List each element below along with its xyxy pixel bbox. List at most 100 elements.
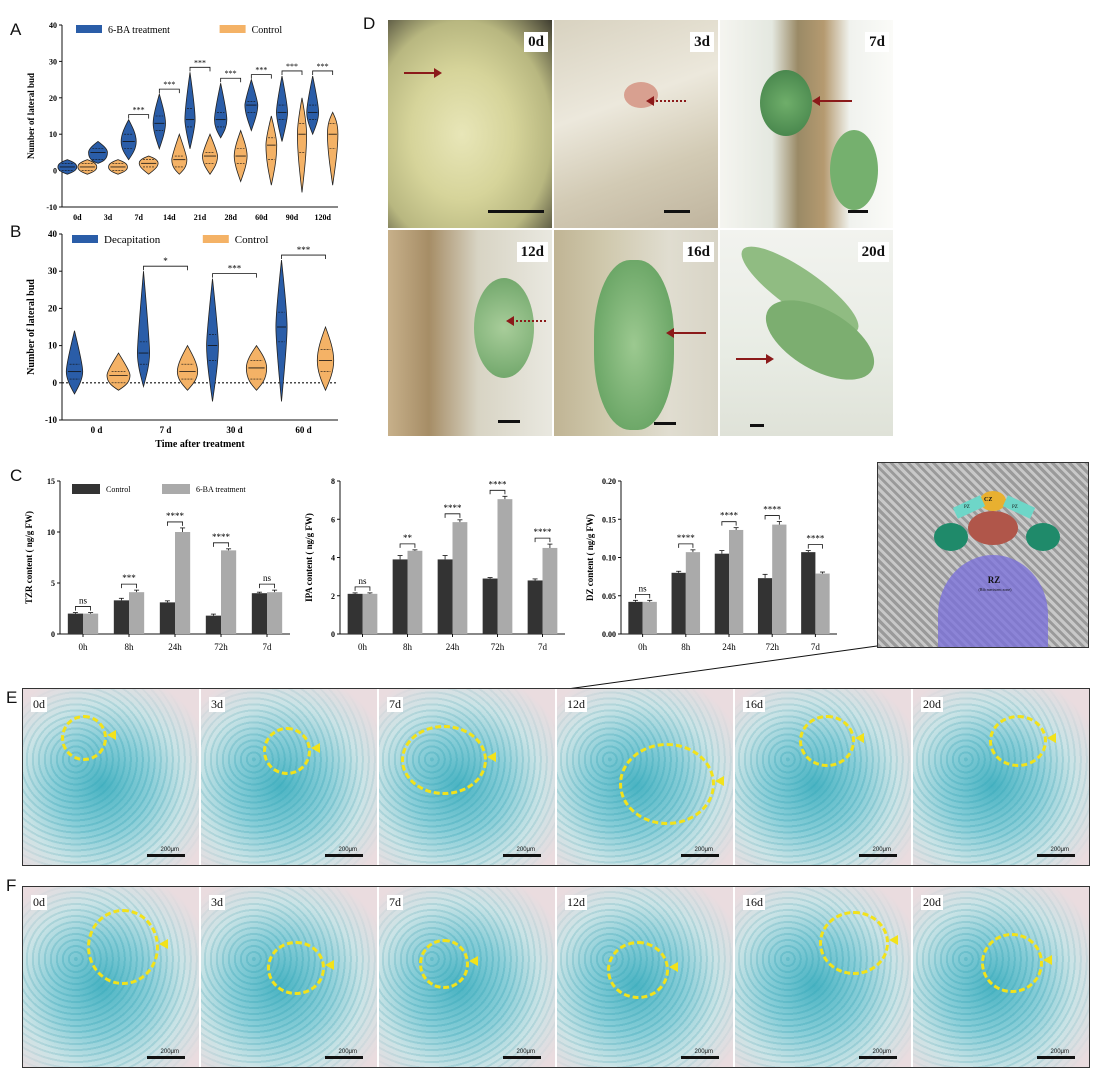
significance-label: ***: [286, 62, 298, 71]
legend-label: Control: [106, 485, 131, 494]
section-day-label: 20d: [921, 697, 943, 712]
bar-control: [437, 559, 453, 634]
significance-bracket: [312, 70, 334, 75]
photo-grid-d: 0d 3d 7d 12d 16d 20d: [388, 20, 893, 436]
photo-d-7d: 7d: [720, 20, 893, 228]
arrowhead-icon: [1043, 955, 1052, 965]
scale-bar-label: 200μm: [516, 847, 535, 853]
x-tick-label: 0h: [79, 642, 89, 652]
y-tick-label: 0.10: [602, 554, 616, 563]
meristem-circle: [819, 911, 889, 975]
section-day-label: 7d: [387, 895, 403, 910]
meristem-circle: [267, 941, 325, 995]
photo-label: 16d: [682, 242, 714, 262]
scale-bar: [681, 1056, 719, 1059]
violin-control: [265, 115, 278, 186]
leaf-primordium-right: [1026, 523, 1060, 551]
central-zone: [980, 491, 1006, 511]
bar-control: [482, 578, 498, 634]
significance-label: ***: [297, 245, 311, 255]
significance-bracket: [354, 586, 371, 591]
significance-label: ****: [444, 503, 463, 513]
x-tick-label: 7d: [134, 213, 143, 222]
violin-treatment: [137, 271, 150, 389]
y-tick-label: -10: [46, 203, 57, 212]
section-day-label: 16d: [743, 895, 765, 910]
violin-control: [316, 325, 335, 392]
y-tick-label: -10: [45, 415, 57, 425]
photo-label: 3d: [690, 32, 714, 52]
x-tick-label: 8h: [125, 642, 135, 652]
x-tick-label: 8h: [681, 642, 691, 652]
y-axis-label: Number of lateral bud: [26, 279, 37, 375]
bar-treatment: [83, 613, 99, 634]
significance-bracket: [212, 273, 257, 278]
bar-control: [801, 552, 816, 634]
legend-swatch: [76, 25, 102, 33]
significance-bracket: [250, 74, 272, 79]
bar-chart-ipa: 0 2 4 6 8 IPA content ( ng/g FW) 0h ns 8h ** 24h **…: [304, 477, 565, 652]
section-day-label: 0d: [31, 895, 47, 910]
section-row-e: 0d 200μm 3d 200μm 7d 200μm 12d 200μm 16d 200μm 20d…: [22, 688, 1090, 866]
legend-swatch: [72, 484, 100, 494]
x-tick-label: 7d: [263, 642, 273, 652]
section-day-label: 16d: [743, 697, 765, 712]
photo-d-12d: 12d: [388, 230, 552, 436]
x-tick-label: 28d: [224, 213, 237, 222]
connector-line: [559, 645, 878, 691]
y-tick-label: 0.15: [602, 515, 616, 524]
meristem-circle: [607, 941, 669, 999]
f-section-7d: 7d 200μm: [379, 887, 555, 1067]
scale-bar: [859, 1056, 897, 1059]
rz-label: RZ: [987, 575, 1001, 585]
x-tick-label: 8h: [403, 642, 413, 652]
photo-label: 0d: [524, 32, 548, 52]
meristem-circle: [981, 933, 1043, 993]
bar-treatment: [267, 592, 283, 634]
x-tick-label: 7d: [811, 642, 821, 652]
leaf-primordium-left: [934, 523, 968, 551]
legend-label: 6-BA treatment: [196, 485, 246, 494]
legend-swatch: [162, 484, 190, 494]
meristem-circle: [263, 727, 311, 775]
significance-bracket: [259, 583, 275, 589]
bar-treatment: [542, 547, 558, 634]
violin-control: [138, 155, 159, 175]
y-tick-label: 40: [49, 21, 57, 30]
pz-label-left: PZ: [964, 505, 970, 510]
scale-bar-label: 200μm: [872, 1049, 891, 1055]
e-section-12d: 12d 200μm: [557, 689, 733, 865]
significance-label: ***: [122, 573, 136, 583]
scale-bar-label: 200μm: [338, 1049, 357, 1055]
meristem-circle: [619, 743, 715, 825]
scale-bar: [147, 1056, 185, 1059]
photo-label: 12d: [516, 242, 548, 262]
y-tick-label: 0.20: [602, 477, 616, 486]
y-tick-label: 0: [53, 378, 58, 388]
x-tick-label: 90d: [286, 213, 299, 222]
significance-bracket: [764, 515, 780, 520]
panel-letter-b: B: [10, 222, 22, 241]
violin-treatment: [275, 259, 288, 402]
scale-bar: [325, 1056, 363, 1059]
scale-bar: [503, 1056, 541, 1059]
violin-treatment: [152, 92, 166, 151]
violin-chart-b: -10 0 10 20 30 40 Number of lateral bud 0 d 7 d *…: [26, 229, 338, 450]
section-row-f: 0d 200μm 3d 200μm 7d 200μm 12d 200μm 16d 200μm 20d…: [22, 886, 1090, 1068]
bar-treatment: [772, 524, 787, 634]
y-axis-label: TZR content ( ng/g FW): [24, 511, 34, 604]
photo-d-20d: 20d: [720, 230, 893, 436]
bar-control: [628, 601, 643, 634]
x-tick-label: 7 d: [160, 425, 172, 435]
meristem-circle: [401, 725, 487, 795]
significance-bracket: [678, 543, 694, 548]
significance-label: ****: [489, 479, 508, 489]
significance-bracket: [121, 583, 137, 589]
scale-bar-label: 200μm: [872, 847, 891, 853]
arrowhead-icon: [1047, 733, 1056, 743]
meristem-circle: [799, 715, 855, 767]
significance-bracket: [444, 513, 461, 518]
bar-treatment: [497, 499, 513, 634]
bar-control: [113, 600, 129, 634]
y-tick-label: 0: [331, 630, 335, 639]
